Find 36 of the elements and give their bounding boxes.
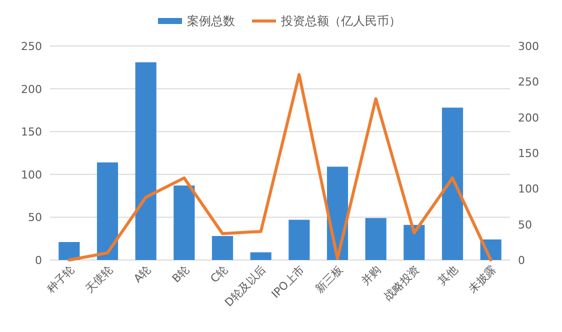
bar — [135, 62, 156, 260]
x-tick-label: B轮 — [170, 262, 192, 286]
x-tick-label: IPO上市 — [269, 262, 307, 301]
legend-label: 投资总额（亿人民币） — [280, 14, 401, 28]
x-tick-label: 新三板 — [312, 262, 346, 296]
x-tick-label: 种子轮 — [44, 262, 77, 296]
bar — [96, 162, 118, 260]
y2-tick-label: 150 — [518, 147, 539, 160]
x-tick-label: A轮 — [131, 262, 154, 286]
x-tick-label: 天使轮 — [82, 262, 116, 296]
y-tick-label: 50 — [28, 211, 42, 224]
y2-tick-label: 250 — [518, 76, 539, 89]
y-tick-label: 250 — [21, 40, 42, 53]
y2-tick-label: 200 — [518, 111, 539, 124]
bar — [212, 236, 234, 260]
y2-tick-label: 300 — [518, 40, 539, 53]
x-tick-label: C轮 — [208, 262, 230, 286]
y-tick-label: 200 — [21, 82, 42, 96]
bar — [442, 108, 464, 260]
x-tick-label: 其他 — [436, 262, 460, 288]
legend-label: 案例总数 — [187, 14, 235, 28]
y-tick-label: 100 — [21, 168, 42, 182]
y2-tick-label: 0 — [518, 254, 525, 267]
y2-tick-label: 100 — [518, 182, 539, 196]
bar — [58, 242, 80, 260]
bar — [174, 186, 195, 260]
x-tick-label: 未披露 — [466, 262, 499, 296]
y-tick-label: 0 — [35, 254, 42, 267]
y-tick-label: 150 — [21, 126, 42, 139]
bar — [288, 220, 310, 260]
x-tick-label: 战略投资 — [382, 262, 422, 304]
bar — [404, 224, 425, 260]
bar — [250, 252, 272, 260]
bar — [365, 218, 386, 260]
y2-tick-label: 50 — [518, 218, 532, 232]
x-tick-label: 并购 — [358, 262, 384, 288]
